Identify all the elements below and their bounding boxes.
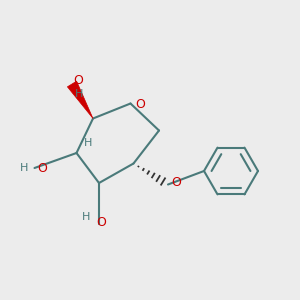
Text: H: H <box>82 212 91 223</box>
Text: O: O <box>97 215 106 229</box>
Text: O: O <box>37 161 47 175</box>
Text: O: O <box>135 98 145 112</box>
Text: H: H <box>74 88 83 99</box>
Text: O: O <box>74 74 83 88</box>
Text: H: H <box>20 163 28 173</box>
Text: O: O <box>172 176 181 189</box>
Polygon shape <box>68 81 93 119</box>
Text: H: H <box>84 137 92 148</box>
